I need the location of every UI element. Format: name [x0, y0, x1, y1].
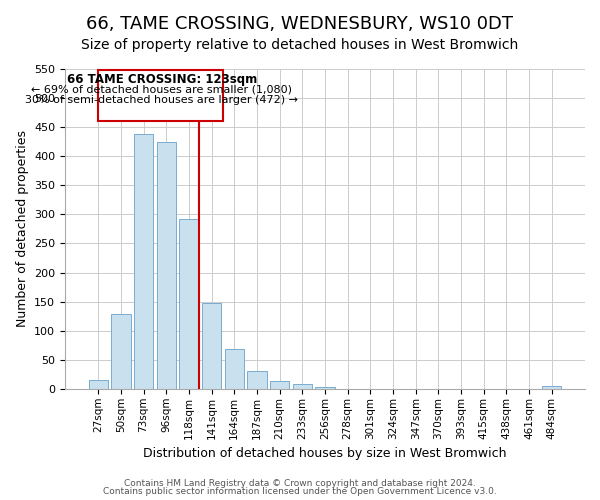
- Text: 30% of semi-detached houses are larger (472) →: 30% of semi-detached houses are larger (…: [25, 95, 298, 105]
- Bar: [134, 134, 153, 389]
- Bar: [247, 372, 266, 389]
- Bar: [293, 384, 312, 389]
- Text: 66 TAME CROSSING: 123sqm: 66 TAME CROSSING: 123sqm: [67, 73, 257, 86]
- Bar: [157, 142, 176, 389]
- Bar: [270, 382, 289, 389]
- Text: 66, TAME CROSSING, WEDNESBURY, WS10 0DT: 66, TAME CROSSING, WEDNESBURY, WS10 0DT: [86, 15, 514, 33]
- Text: Contains HM Land Registry data © Crown copyright and database right 2024.: Contains HM Land Registry data © Crown c…: [124, 478, 476, 488]
- Text: ← 69% of detached houses are smaller (1,080): ← 69% of detached houses are smaller (1,…: [31, 84, 292, 94]
- Bar: [89, 380, 108, 389]
- Bar: [224, 350, 244, 389]
- Bar: [202, 304, 221, 389]
- Bar: [316, 386, 335, 389]
- Text: Size of property relative to detached houses in West Bromwich: Size of property relative to detached ho…: [82, 38, 518, 52]
- Bar: [542, 386, 562, 389]
- FancyBboxPatch shape: [98, 70, 223, 122]
- Text: Contains public sector information licensed under the Open Government Licence v3: Contains public sector information licen…: [103, 487, 497, 496]
- Bar: [111, 314, 131, 389]
- Y-axis label: Number of detached properties: Number of detached properties: [16, 130, 29, 328]
- Bar: [179, 219, 199, 389]
- X-axis label: Distribution of detached houses by size in West Bromwich: Distribution of detached houses by size …: [143, 447, 507, 460]
